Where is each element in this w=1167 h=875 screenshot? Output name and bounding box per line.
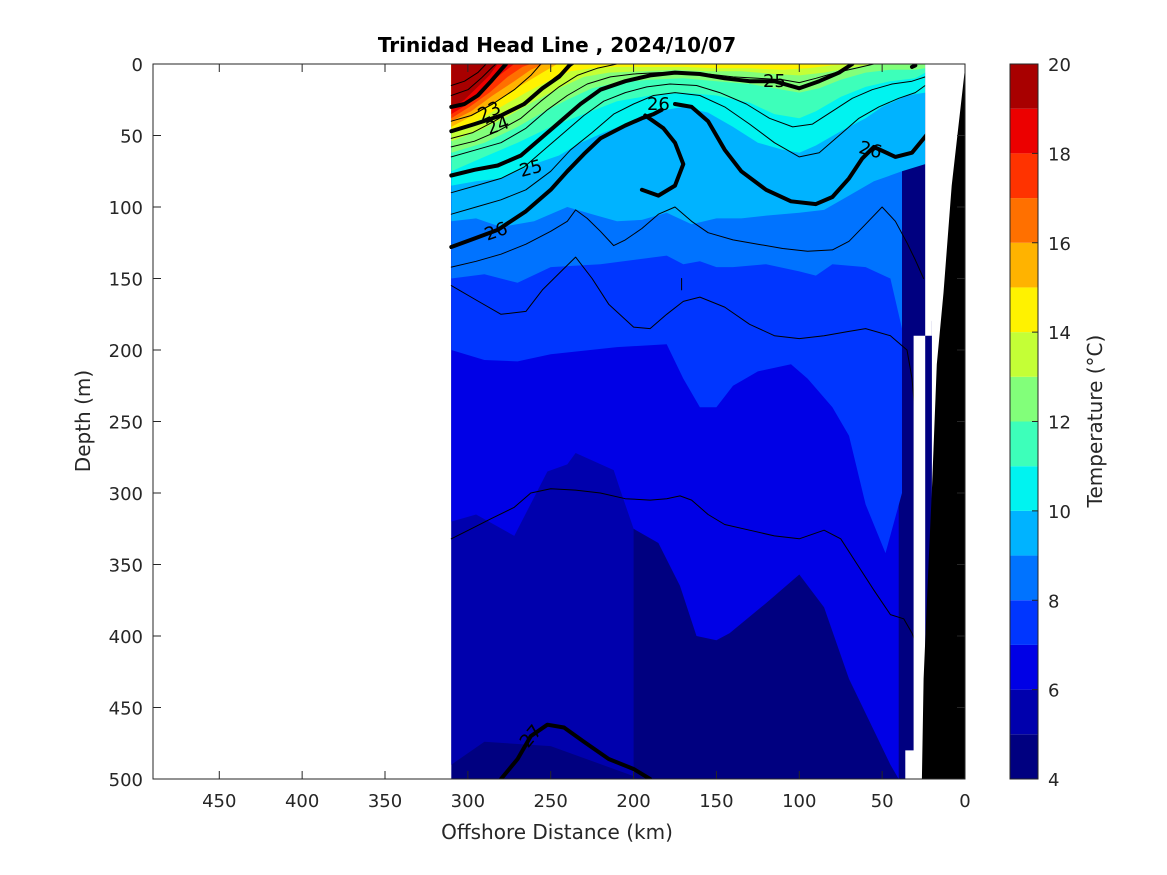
colorbar-swatch-18 [1010,108,1038,154]
density-contour-26 [449,107,664,249]
colorbar-title: Temperature (°C) [1083,335,1107,509]
y-tick-label: 300 [109,484,143,505]
temperature-band-13 [451,64,874,142]
colorbar-tick-label: 8 [1048,591,1059,612]
density-contour-thin [450,85,926,215]
colorbar-swatch-10 [1010,466,1038,511]
x-tick-label: 250 [534,791,568,812]
colorbar-tick-label: 12 [1048,413,1071,434]
density-contour-24 [449,64,573,134]
colorbar-swatch-17 [1010,153,1038,199]
colorbar-swatch-14 [1010,287,1038,333]
colorbar-swatch-4 [1010,734,1038,779]
temperature-band-19 [451,64,498,109]
x-tick-label: 300 [451,791,485,812]
density-contour-26 [639,113,686,198]
colorbar-swatch-16 [1010,198,1038,243]
y-tick-label: 200 [109,341,143,362]
x-axis-title: Offshore Distance (km) [441,820,673,844]
colorbar-swatch-12 [1010,376,1038,422]
nearshore-gap [905,64,965,779]
x-tick-label: 50 [871,791,894,812]
y-axis-ticks: 0 50 100 150 200 250 300 350 400 450 500 [109,55,965,791]
y-tick-label: 450 [109,699,143,720]
y-tick-label: 250 [109,413,143,434]
colorbar-tick-label: 16 [1048,234,1071,255]
seafloor-topography [921,68,965,779]
contour-label-26: 26 [647,94,670,115]
density-contour-thin [450,64,875,158]
y-tick-label: 350 [109,556,143,577]
chart-title: Trinidad Head Line , 2024/10/07 [378,33,736,57]
x-tick-label: 450 [202,791,236,812]
density-contour-thin [450,488,916,643]
y-tick-label: 150 [109,270,143,291]
colorbar-swatch-6 [1010,644,1038,690]
colorbar-tick-label: 10 [1048,502,1071,523]
x-tick-label: 200 [616,791,650,812]
colorbar-swatch-5 [1010,689,1038,735]
x-tick-label: 400 [285,791,319,812]
colorbar-swatch-7 [1010,600,1038,645]
contour-label-25: 25 [763,71,786,92]
density-contour-thin [450,64,487,86]
colorbar-tick-label: 4 [1048,770,1059,791]
density-contour-thin [910,64,918,69]
density-contour-27 [499,722,653,779]
x-axis-ticks: 450 400 350 300 250 200 150 100 50 0 [202,64,971,812]
x-tick-label: 150 [699,791,733,812]
y-tick-label: 100 [109,198,143,219]
bathymetry-layer [905,64,965,779]
colorbar-tick-label: 20 [1048,55,1071,76]
colorbar-tick-label: 18 [1048,144,1071,165]
density-contour-thin [450,64,497,96]
colorbar-swatch-13 [1010,332,1038,377]
density-contour-26 [673,102,931,207]
y-tick-label: 50 [120,127,143,148]
density-contour-thin [450,256,916,417]
density-contour-thin [450,206,925,279]
density-contour-25 [449,64,855,178]
y-axis-title: Depth (m) [71,370,95,472]
y-tick-label: 500 [109,770,143,791]
density-contours [449,64,931,779]
density-contour-thin [450,64,575,139]
colorbar-swatch-8 [1010,555,1038,601]
y-tick-label: 0 [132,55,143,76]
x-tick-label: 0 [959,791,970,812]
colorbar-swatch-9 [1010,510,1038,556]
density-contour-thin [450,64,542,122]
density-contour-thin [450,76,926,194]
colorbar-tick-label: 14 [1048,323,1071,344]
colorbar-swatch-19 [1010,64,1038,109]
x-tick-label: 100 [782,791,816,812]
y-tick-label: 400 [109,627,143,648]
colorbar-tick-label: 6 [1048,681,1059,702]
colorbar-swatch-11 [1010,421,1038,467]
colorbar: 4 6 8 10 12 14 16 18 20 [1009,55,1071,791]
density-contour-23 [449,64,508,109]
x-tick-label: 350 [368,791,402,812]
colorbar-swatch-15 [1010,242,1038,288]
density-contour-thin [450,64,618,148]
